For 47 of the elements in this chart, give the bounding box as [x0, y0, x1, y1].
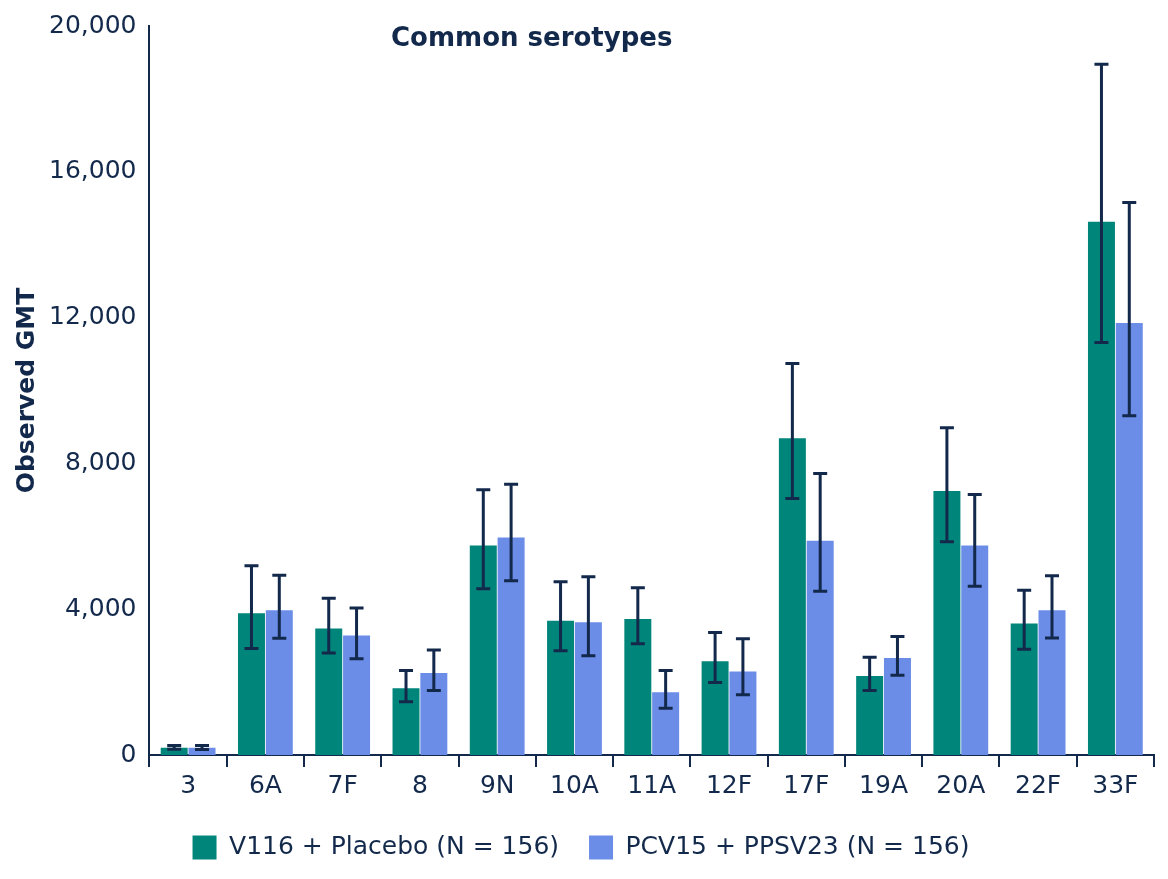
x-tick-label: 7F: [327, 769, 358, 799]
bar: [420, 672, 448, 755]
x-tick-label: 20A: [936, 769, 986, 799]
legend-label: PCV15 + PPSV23 (N = 156): [625, 831, 970, 860]
bar: [392, 688, 420, 755]
bar: [237, 613, 265, 755]
x-tick-label: 17F: [783, 769, 830, 799]
x-tick-label: 9N: [479, 769, 515, 799]
bar: [547, 620, 575, 755]
legend-label: V116 + Placebo (N = 156): [229, 831, 560, 860]
bar: [574, 622, 602, 755]
x-tick-label: 11A: [627, 769, 677, 799]
bar: [729, 671, 757, 755]
bar: [315, 628, 343, 755]
bar: [624, 619, 652, 755]
y-tick-label: 4,000: [64, 592, 137, 622]
bar: [265, 610, 293, 755]
x-tick-label: 3: [180, 769, 197, 799]
x-tick-label: 33F: [1092, 769, 1139, 799]
bar: [652, 692, 680, 755]
x-tick-label: 8: [411, 769, 428, 799]
x-tick-label: 12F: [705, 769, 753, 799]
bar: [778, 438, 806, 755]
bar: [1010, 623, 1038, 755]
x-tick-label: 10A: [550, 769, 599, 799]
bar: [343, 635, 371, 755]
bar: [933, 491, 961, 755]
bar: [469, 545, 497, 755]
bar: [497, 537, 525, 755]
y-axis-title: Observed GMT: [10, 287, 40, 494]
x-tick-label: 19A: [859, 769, 909, 799]
x-tick-label: 6A: [248, 769, 282, 799]
bar: [701, 661, 729, 755]
x-tick-label: 22F: [1014, 769, 1062, 799]
bar: [961, 545, 989, 755]
chart-title: Common serotypes: [391, 21, 673, 52]
bar: [1087, 221, 1115, 755]
y-tick-label: 0: [120, 738, 137, 768]
y-tick-label: 12,000: [48, 301, 137, 331]
bar: [856, 675, 884, 755]
y-tick-label: 16,000: [48, 155, 137, 185]
bar: [806, 540, 834, 755]
bar: [883, 658, 911, 755]
y-tick-label: 20,000: [48, 9, 137, 39]
y-tick-label: 8,000: [64, 446, 137, 476]
bar: [1038, 610, 1066, 755]
bar: [1115, 323, 1143, 755]
